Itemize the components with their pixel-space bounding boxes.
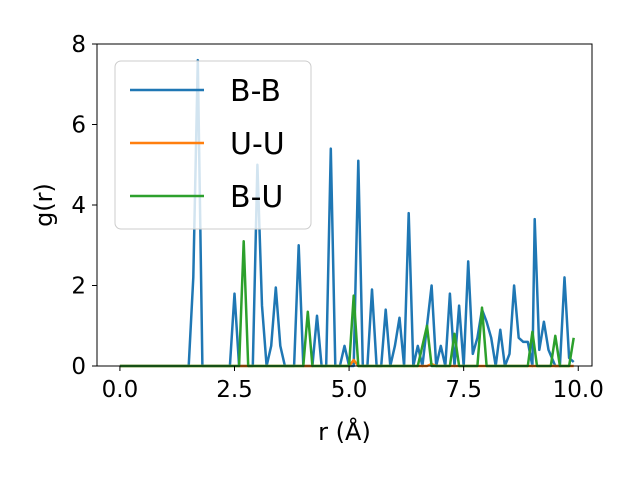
y-tick-label: 8 <box>71 32 86 58</box>
legend-label: B-U <box>230 180 283 215</box>
y-tick-label: 6 <box>71 113 86 139</box>
legend-label: B-B <box>230 74 281 109</box>
y-axis: 0 2 4 6 8 <box>71 32 97 380</box>
legend: B-B U-U B-U <box>114 60 312 230</box>
y-tick-label: 0 <box>71 354 86 380</box>
x-axis-label: r (Å) <box>318 417 371 446</box>
x-tick-label: 2.5 <box>216 377 253 403</box>
x-axis: 0.0 2.5 5.0 7.5 10.0 <box>102 366 604 403</box>
y-tick-label: 2 <box>71 274 86 300</box>
x-tick-label: 5.0 <box>331 377 368 403</box>
y-tick-label: 4 <box>71 193 86 219</box>
x-tick-label: 10.0 <box>553 377 604 403</box>
series-line-b-u <box>119 239 575 368</box>
legend-box <box>114 60 312 230</box>
x-tick-label: 0.0 <box>102 377 139 403</box>
y-axis-label: g(r) <box>30 183 58 227</box>
series-line-b-b <box>119 58 575 368</box>
x-tick-label: 7.5 <box>445 377 482 403</box>
legend-label: U-U <box>230 127 285 162</box>
